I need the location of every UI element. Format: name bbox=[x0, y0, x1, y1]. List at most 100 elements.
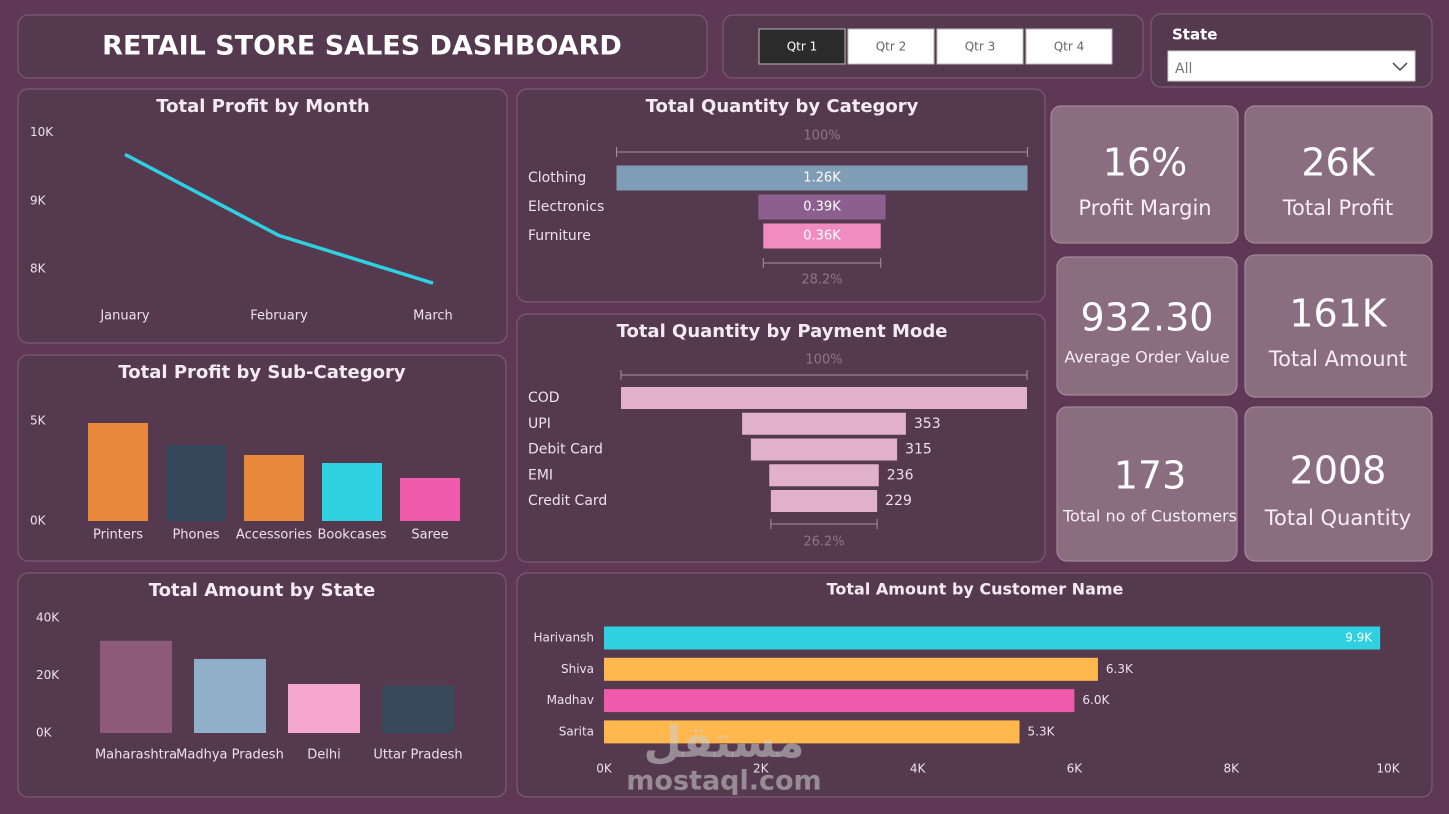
chart-title: Total Quantity by Payment Mode bbox=[617, 321, 948, 342]
x-tick-label: February bbox=[250, 309, 308, 324]
x-tick-label: Accessories bbox=[236, 528, 312, 543]
kpi-card bbox=[1050, 105, 1239, 244]
bar bbox=[604, 689, 1075, 713]
chart-title: Total Profit by Month bbox=[156, 96, 370, 117]
y-tick-label: 0K bbox=[30, 514, 47, 528]
state-dropdown[interactable] bbox=[1167, 50, 1416, 82]
quarter-slicer: Qtr 1 Qtr 2 Qtr 3 Qtr 4 bbox=[758, 28, 1113, 65]
funnel-bottom-percent: 26.2% bbox=[803, 535, 844, 550]
category-label: Harivansh bbox=[533, 631, 594, 645]
x-tick-label: Bookcases bbox=[317, 528, 386, 543]
slicer-button-label[interactable]: Qtr 2 bbox=[876, 40, 907, 54]
slicer-button-label[interactable]: Qtr 3 bbox=[965, 40, 996, 54]
chart-title: Total Amount by Customer Name bbox=[827, 580, 1124, 599]
funnel-top-bracket bbox=[620, 370, 1028, 380]
kpi-card bbox=[1056, 406, 1238, 562]
kpi-card bbox=[1056, 256, 1238, 396]
y-tick-label: 0K bbox=[36, 726, 53, 740]
funnel-bottom-bracket bbox=[762, 258, 882, 268]
category-label: Clothing bbox=[528, 170, 586, 186]
value-label: 315 bbox=[905, 442, 932, 458]
chart-title: Total Amount by State bbox=[149, 580, 375, 601]
kpi-value: 173 bbox=[1114, 454, 1187, 498]
category-label: UPI bbox=[528, 416, 551, 432]
funnel-bar bbox=[616, 165, 1028, 191]
value-label: 0.39K bbox=[803, 200, 841, 215]
value-label: 6.0K bbox=[1082, 693, 1110, 707]
x-tick-label: Madhya Pradesh bbox=[176, 748, 284, 763]
chart-title: Total Quantity by Category bbox=[646, 96, 919, 117]
x-tick-label: Printers bbox=[93, 528, 143, 543]
slicer-button-label[interactable]: Qtr 4 bbox=[1054, 40, 1085, 54]
funnel-bar bbox=[758, 194, 886, 220]
y-tick-label: 5K bbox=[30, 414, 47, 428]
header-panel bbox=[17, 14, 708, 79]
bar bbox=[382, 686, 454, 733]
bar bbox=[88, 423, 148, 521]
slicer-button[interactable] bbox=[847, 28, 935, 65]
funnel-bottom-bracket bbox=[770, 519, 878, 529]
category-label: Sarita bbox=[559, 724, 594, 738]
category-label: Credit Card bbox=[528, 493, 607, 509]
funnel-bar bbox=[750, 438, 898, 461]
x-tick-label: 4K bbox=[910, 762, 927, 776]
funnel-top-bracket bbox=[616, 147, 1028, 157]
x-tick-label: 0K bbox=[596, 762, 613, 776]
charts: 8K 9K 10K January February March 0K 5K Printers P… bbox=[30, 125, 1401, 775]
slicer-button[interactable] bbox=[758, 28, 846, 65]
value-label: 0.36K bbox=[803, 229, 841, 244]
chart-panel bbox=[516, 313, 1046, 563]
watermark-arabic: مستقل bbox=[644, 717, 805, 768]
kpi-card bbox=[1244, 406, 1433, 562]
watermark-latin: mostaql.com bbox=[626, 766, 821, 797]
x-tick-label: Uttar Pradesh bbox=[373, 748, 462, 763]
dashboard-title: RETAIL STORE SALES DASHBOARD bbox=[102, 31, 622, 62]
dropdown-chevron bbox=[1392, 62, 1408, 72]
category-label: EMI bbox=[528, 467, 553, 483]
kpi-value: 16% bbox=[1103, 141, 1187, 185]
x-tick-label: 2K bbox=[753, 762, 770, 776]
bar bbox=[400, 478, 460, 521]
funnel-top-percent: 100% bbox=[805, 353, 842, 368]
chart-title: Total Profit by Sub-Category bbox=[118, 362, 405, 383]
value-label: 229 bbox=[885, 493, 912, 509]
category-label: Furniture bbox=[528, 228, 591, 244]
kpi-card bbox=[1244, 105, 1433, 244]
line-series bbox=[124, 152, 434, 285]
kpi-label: Average Order Value bbox=[1064, 348, 1229, 367]
x-tick-label: March bbox=[413, 309, 453, 324]
value-label: 5.3K bbox=[1028, 724, 1056, 738]
y-tick-label: 8K bbox=[30, 261, 47, 275]
kpi-label: Profit Margin bbox=[1078, 196, 1211, 220]
kpi-label: Total Quantity bbox=[1264, 506, 1411, 530]
slicer-button[interactable] bbox=[936, 28, 1024, 65]
y-tick-label: 20K bbox=[36, 668, 60, 682]
funnel-top-percent: 100% bbox=[803, 129, 840, 144]
bar bbox=[194, 658, 266, 733]
category-label: Shiva bbox=[561, 662, 594, 676]
kpi-value: 932.30 bbox=[1081, 296, 1214, 340]
chart-panel bbox=[17, 88, 508, 344]
bar bbox=[244, 455, 304, 521]
category-label: Debit Card bbox=[528, 442, 603, 458]
value-label: 1.26K bbox=[803, 171, 841, 186]
slicer-button[interactable] bbox=[1025, 28, 1113, 65]
state-value[interactable]: All bbox=[1175, 61, 1192, 77]
bar bbox=[322, 463, 382, 521]
y-tick-label: 10K bbox=[30, 125, 54, 139]
slicer-button-label[interactable]: Qtr 1 bbox=[787, 40, 818, 54]
x-tick-label: 8K bbox=[1223, 762, 1240, 776]
x-tick-label: Delhi bbox=[307, 748, 340, 763]
funnel-bar bbox=[763, 223, 881, 249]
bar bbox=[604, 720, 1020, 744]
bar bbox=[288, 684, 360, 733]
state-label: State bbox=[1172, 26, 1217, 44]
y-tick-label: 40K bbox=[36, 610, 60, 624]
kpi-value: 161K bbox=[1289, 292, 1388, 336]
funnel-bar bbox=[769, 464, 879, 487]
y-tick-label: 9K bbox=[30, 193, 47, 207]
x-tick-label: Maharashtra bbox=[95, 748, 177, 763]
x-tick-label: 10K bbox=[1376, 762, 1400, 776]
value-label: 236 bbox=[887, 467, 914, 483]
